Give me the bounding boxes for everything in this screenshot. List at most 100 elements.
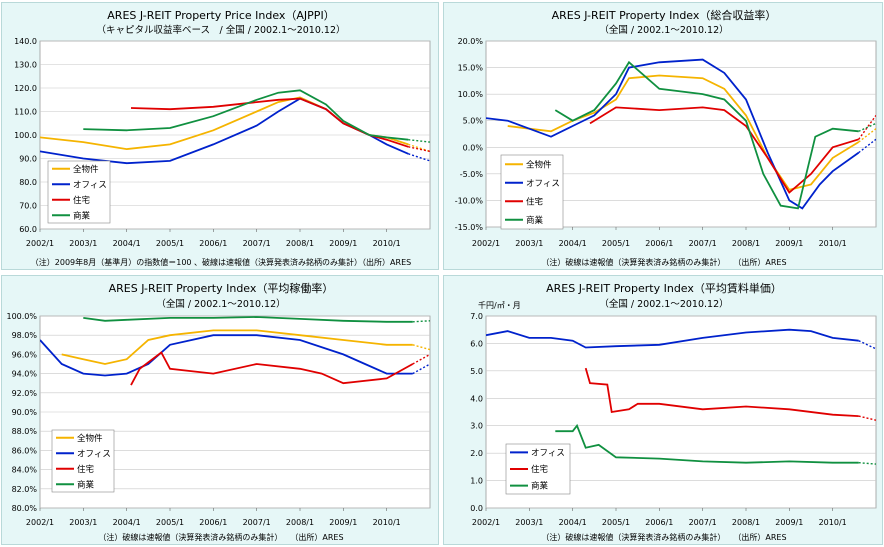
y-tick-label: 4.0	[470, 394, 483, 403]
legend-label: 商業	[77, 479, 95, 490]
chart-note: （注）破線は速報値（決算発表済み銘柄のみ集計） （出所）ARES	[541, 257, 786, 267]
x-tick-label: 2010/1	[819, 518, 847, 527]
x-tick-label: 2002/1	[26, 518, 54, 527]
series-line-住宅	[130, 351, 414, 386]
y-tick-label: 20.0%	[458, 37, 484, 46]
y-tick-label: 70.0	[19, 202, 37, 211]
x-tick-label: 2009/1	[775, 518, 803, 527]
x-tick-label: 2007/1	[689, 239, 717, 248]
y-tick-label: 2.0	[470, 449, 483, 458]
x-tick-label: 2010/1	[373, 518, 401, 527]
x-tick-label: 2004/1	[559, 239, 587, 248]
x-tick-label: 2003/1	[515, 239, 543, 248]
y-tick-label: 80.0	[19, 178, 37, 187]
x-tick-label: 2010/1	[373, 239, 401, 248]
y-tick-label: 6.0	[470, 339, 483, 348]
legend-label: オフィス	[526, 179, 560, 189]
y-tick-label: 84.0%	[12, 466, 38, 475]
series-prelim-line-住宅	[858, 415, 876, 421]
y-tick-label: 0.0%	[463, 143, 484, 152]
x-tick-label: 2008/1	[732, 239, 760, 248]
x-tick-label: 2008/1	[286, 239, 314, 248]
y-tick-label: 3.0	[470, 422, 483, 431]
legend-label: 住宅	[526, 196, 543, 207]
x-tick-label: 2005/1	[602, 239, 630, 248]
y-tick-label: 98.0%	[12, 331, 38, 340]
series-line-商業	[83, 316, 413, 323]
x-tick-label: 2002/1	[26, 239, 54, 248]
series-line-商業	[554, 60, 859, 210]
legend-label: 全物件	[73, 164, 99, 175]
y-tick-label: 88.0%	[12, 427, 38, 436]
y-tick-label: 5.0%	[463, 117, 484, 126]
x-tick-label: 2010/1	[819, 239, 847, 248]
y-tick-label: 86.0%	[12, 446, 38, 455]
legend-label: 住宅	[531, 464, 548, 475]
series-prelim-line-住宅	[412, 353, 430, 365]
y-tick-label: 110.0	[14, 108, 37, 117]
legend-label: 商業	[526, 215, 544, 226]
y-tick-label: 60.0	[19, 225, 37, 234]
chart-title: ARES J-REIT Property Index（総合収益率）	[552, 8, 777, 22]
y-tick-label: 140.0	[14, 37, 37, 46]
legend-label: オフィス	[77, 449, 111, 459]
y-tick-label: 0.0	[470, 504, 483, 513]
x-tick-label: 2008/1	[732, 518, 760, 527]
chart-note: （注）破線は速報値（決算発表済み銘柄のみ集計） （出所）ARES	[98, 532, 343, 542]
series-line-全物件	[507, 74, 860, 191]
legend-label: 住宅	[77, 464, 94, 475]
series-prelim-line-商業	[858, 122, 876, 132]
chart-panel-price-index: ARES J-REIT Property Price Index（AJPPI） （…	[1, 2, 439, 270]
y-tick-label: 5.0	[470, 367, 483, 376]
x-tick-label: 2004/1	[113, 239, 141, 248]
chart-subtitle: （全国 / 2002.1～2010.12）	[156, 298, 285, 310]
series-prelim-line-オフィス	[412, 363, 430, 375]
legend-box	[51, 429, 115, 493]
x-tick-label: 2007/1	[243, 239, 271, 248]
legend-label: オフィス	[73, 180, 107, 190]
series-prelim-line-全物件	[412, 344, 430, 351]
x-tick-label: 2003/1	[69, 239, 97, 248]
legend-label: 全物件	[526, 159, 552, 170]
chart-title: ARES J-REIT Property Index（平均賃料単価）	[546, 281, 782, 295]
x-tick-label: 2004/1	[113, 518, 141, 527]
y-tick-label: 1.0	[470, 477, 483, 486]
series-line-住宅	[589, 106, 859, 194]
x-tick-label: 2005/1	[602, 518, 630, 527]
series-prelim-line-住宅	[858, 114, 876, 140]
x-tick-label: 2006/1	[199, 239, 227, 248]
x-tick-label: 2005/1	[156, 239, 184, 248]
series-prelim-line-商業	[412, 320, 430, 323]
y-tick-label: 100.0	[14, 131, 37, 140]
y-tick-label: 130.0	[14, 61, 37, 70]
series-line-オフィス	[486, 328, 859, 349]
chart-note: （注）2009年8月（基準月）の指数値＝100 、破線は速報値（決算発表済み銘柄…	[31, 257, 411, 267]
y-tick-label: 10.0%	[458, 90, 484, 99]
chart-title: ARES J-REIT Property Index（平均稼働率）	[109, 281, 334, 295]
chart-subtitle: （全国 / 2002.1～2010.12）	[599, 24, 728, 36]
y-tick-label: 90.0%	[12, 408, 38, 417]
legend-box	[500, 154, 564, 230]
y-tick-label: 82.0%	[12, 485, 38, 494]
average-rent-chart: ARES J-REIT Property Index（平均賃料単価） （全国 / …	[470, 281, 877, 542]
legend-label: 商業	[531, 481, 549, 492]
x-tick-label: 2006/1	[199, 518, 227, 527]
y-tick-label: 92.0%	[12, 389, 38, 398]
legend-label: 商業	[73, 210, 91, 221]
x-tick-label: 2003/1	[69, 518, 97, 527]
chart-title: ARES J-REIT Property Price Index（AJPPI）	[107, 9, 334, 22]
x-tick-label: 2005/1	[156, 518, 184, 527]
y-tick-label: 94.0%	[12, 370, 38, 379]
series-line-オフィス	[40, 334, 413, 377]
chart-panel-occupancy: ARES J-REIT Property Index（平均稼働率） （全国 / 2…	[1, 275, 439, 545]
y-tick-label: 90.0	[19, 155, 37, 164]
series-line-オフィス	[486, 58, 860, 210]
legend-label: オフィス	[531, 448, 565, 458]
y-tick-label: 15.0%	[458, 64, 484, 73]
series-line-住宅	[584, 367, 859, 417]
occupancy-rate-chart: ARES J-REIT Property Index（平均稼働率） （全国 / 2…	[6, 281, 431, 542]
y-tick-label: -10.0%	[455, 196, 484, 205]
chart-subtitle: （全国 / 2002.1～2010.12）	[599, 298, 728, 310]
series-line-商業	[83, 89, 409, 141]
x-tick-label: 2002/1	[472, 239, 500, 248]
